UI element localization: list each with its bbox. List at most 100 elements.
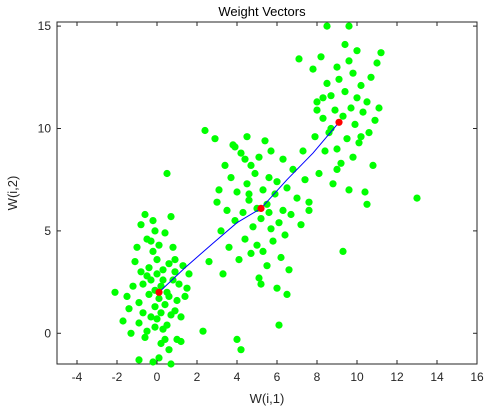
data-point <box>153 315 161 323</box>
data-point <box>135 319 143 327</box>
data-point <box>143 327 151 335</box>
data-point <box>137 221 145 229</box>
x-tick-label: 16 <box>470 370 484 384</box>
x-tick-label: 10 <box>350 370 364 384</box>
data-point <box>355 139 363 147</box>
data-point <box>253 241 261 249</box>
data-point <box>327 92 335 100</box>
y-axis: 0 5 10 15 <box>38 19 477 340</box>
data-point <box>159 266 167 274</box>
data-point <box>237 149 245 157</box>
data-point <box>249 223 257 231</box>
data-point <box>323 79 331 87</box>
data-point <box>257 280 265 288</box>
data-point <box>161 229 169 237</box>
data-point <box>219 270 227 278</box>
data-point <box>147 276 155 284</box>
data-point <box>233 188 241 196</box>
data-point <box>245 196 253 204</box>
data-point <box>181 292 189 300</box>
data-point <box>311 133 319 141</box>
x-tick-label: 6 <box>274 370 281 384</box>
data-point <box>261 137 269 145</box>
data-point <box>213 198 221 206</box>
data-point <box>135 299 143 307</box>
data-point <box>317 53 325 61</box>
data-point <box>371 116 379 124</box>
data-point <box>151 303 159 311</box>
y-tick-label: 5 <box>44 224 51 238</box>
x-tick-label: 8 <box>314 370 321 384</box>
x-tick-label: 12 <box>390 370 404 384</box>
data-point <box>157 309 165 317</box>
data-point <box>147 237 155 245</box>
data-point <box>259 247 267 255</box>
data-point <box>217 227 225 235</box>
data-point <box>333 63 341 71</box>
data-point <box>179 262 187 270</box>
data-point <box>343 135 351 143</box>
x-tick-label: 0 <box>154 370 161 384</box>
data-point <box>153 256 161 264</box>
data-point <box>151 323 159 331</box>
data-point <box>163 321 171 329</box>
data-point <box>357 81 365 90</box>
data-point <box>339 112 347 120</box>
data-point <box>257 215 265 223</box>
data-point <box>155 354 163 362</box>
data-point <box>347 104 355 112</box>
data-point <box>139 280 147 288</box>
weight-path-line <box>158 121 340 293</box>
data-point <box>135 356 143 364</box>
data-point <box>145 290 153 298</box>
data-point <box>359 108 367 116</box>
data-point <box>149 358 157 366</box>
data-point <box>137 268 145 276</box>
data-point <box>281 231 289 239</box>
data-point <box>345 57 353 65</box>
data-point <box>131 258 139 266</box>
data-point <box>337 159 345 167</box>
data-point <box>127 329 135 337</box>
data-point <box>177 313 185 321</box>
x-tick-label: 14 <box>430 370 444 384</box>
x-tick-label: -4 <box>72 370 83 384</box>
data-point <box>341 40 349 49</box>
data-point <box>161 301 169 309</box>
data-point <box>155 241 163 249</box>
data-point <box>335 75 343 83</box>
data-point <box>269 237 277 245</box>
data-point <box>141 333 149 341</box>
data-point <box>157 282 165 290</box>
data-point <box>267 147 275 155</box>
y-tick-label: 0 <box>44 326 51 340</box>
data-point <box>171 307 179 315</box>
data-point <box>349 69 357 77</box>
x-axis: -4 -2 0 2 4 6 8 10 12 14 16 <box>72 22 484 384</box>
data-point <box>149 247 157 255</box>
data-point <box>199 327 207 335</box>
data-point <box>351 120 359 128</box>
data-point <box>283 184 291 192</box>
data-point <box>339 247 347 255</box>
data-point <box>165 260 173 268</box>
data-point <box>297 221 305 229</box>
series-layer <box>111 22 421 368</box>
data-point <box>251 169 259 178</box>
data-point <box>243 133 251 141</box>
plot-area <box>56 21 478 368</box>
y-axis-label: W(i,2) <box>5 176 20 211</box>
data-point <box>221 161 229 169</box>
data-point <box>177 337 185 346</box>
data-point <box>169 276 177 284</box>
data-point <box>267 225 275 233</box>
data-point <box>353 94 361 102</box>
y-tick-label: 10 <box>38 121 52 135</box>
axes-box <box>56 21 478 365</box>
data-point <box>133 243 141 251</box>
data-point <box>363 200 371 208</box>
x-tick-label: 2 <box>194 370 201 384</box>
data-point <box>237 346 245 354</box>
data-point <box>319 114 327 122</box>
